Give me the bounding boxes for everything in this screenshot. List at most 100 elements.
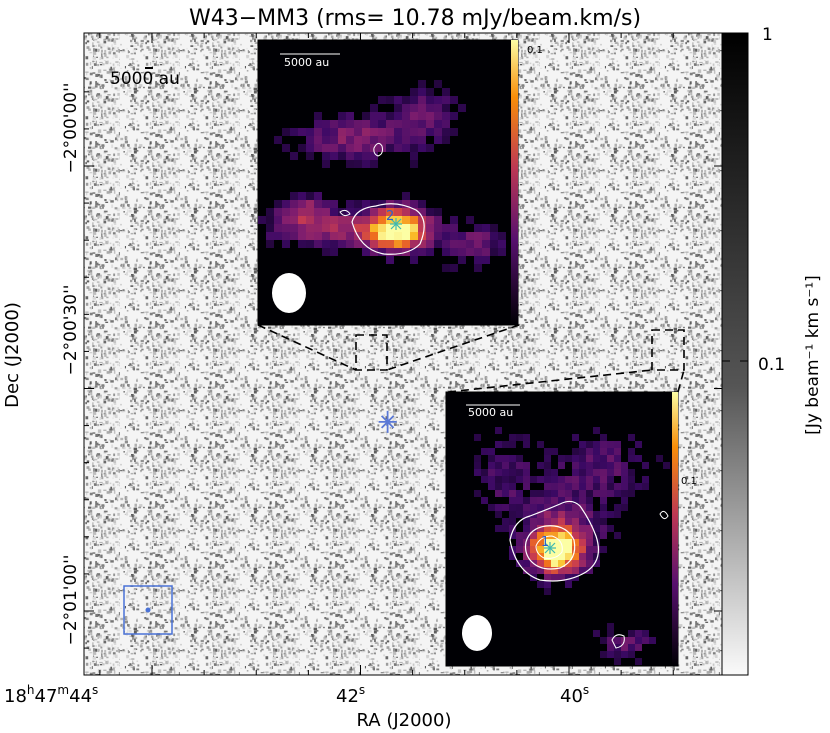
inset2-pixel — [370, 136, 378, 144]
inset1-pixel — [551, 511, 558, 518]
inset1-pixel — [614, 651, 621, 658]
inset1-pixel — [614, 637, 621, 644]
inset1-pixel — [607, 637, 614, 644]
inset1-pixel — [586, 441, 593, 448]
inset1-pixel — [537, 581, 544, 588]
inset1-pixel — [607, 511, 614, 518]
inset2-pixel — [410, 200, 418, 208]
inset1-pixel — [488, 455, 495, 462]
inset2-pixel — [442, 240, 450, 248]
inset1-pixel — [551, 469, 558, 476]
inset2-pixel — [434, 112, 442, 120]
inset1-pixel — [530, 504, 537, 511]
inset1-pixel — [600, 546, 607, 553]
inset2-pixel — [266, 224, 274, 232]
inset1-pixel — [586, 532, 593, 539]
inset1-contour-outer — [509, 500, 599, 582]
inset2-pixel — [322, 120, 330, 128]
inset2-pixel — [338, 120, 346, 128]
inset2-pixel — [434, 216, 442, 224]
inset1-pixel — [558, 504, 565, 511]
inset1-pixel — [586, 539, 593, 546]
inset1-pixel — [537, 553, 544, 560]
inset1-pixel — [523, 476, 530, 483]
inset2-pixel — [410, 248, 418, 256]
inset2-pixel — [378, 240, 386, 248]
inset2-pixel — [322, 136, 330, 144]
inset2-pixel — [378, 128, 386, 136]
inset2-pixel — [330, 216, 338, 224]
inset1-pixel — [523, 532, 530, 539]
inset1-pixel — [509, 490, 516, 497]
inset1-pixel — [495, 483, 502, 490]
inset2-pixel — [298, 224, 306, 232]
inset1-pixel — [614, 441, 621, 448]
inset1-pixel — [558, 532, 565, 539]
inset2-pixel — [306, 240, 314, 248]
inset1-pixel — [516, 532, 523, 539]
inset2-pixel — [466, 248, 474, 256]
colorbar-tick-0.1: 0.1 — [758, 355, 785, 375]
inset1-pixel — [628, 630, 635, 637]
inset1-pixel — [642, 483, 649, 490]
inset2-contour-outer — [351, 203, 425, 255]
inset2-pixel — [402, 208, 410, 216]
inset2-pixel — [402, 128, 410, 136]
inset1-pixel — [565, 483, 572, 490]
inset2-pixel — [434, 128, 442, 136]
inset2-pixel — [410, 160, 418, 168]
inset1-pixel — [600, 518, 607, 525]
inset2-pixel — [442, 96, 450, 104]
inset2-pixel — [362, 144, 370, 152]
inset1-pixel — [537, 546, 544, 553]
inset2-pixel — [418, 120, 426, 128]
source-cross-1 — [378, 410, 397, 433]
inset2-pixel — [474, 224, 482, 232]
inset1-pixel — [621, 497, 628, 504]
inset2-pixel — [362, 208, 370, 216]
inset1-pixel — [628, 651, 635, 658]
inset2-pixel — [442, 128, 450, 136]
inset2-colorbar — [511, 40, 518, 325]
inset1-source-cross — [544, 542, 556, 554]
inset2-pixel — [410, 128, 418, 136]
inset1-pixel — [579, 560, 586, 567]
inset2-pixel — [266, 216, 274, 224]
inset2-pixel — [434, 120, 442, 128]
inset1-pixel — [579, 476, 586, 483]
inset1-pixel — [607, 623, 614, 630]
inset2-pixel — [442, 136, 450, 144]
inset2-pixel — [306, 224, 314, 232]
inset1-source-label: 1 — [541, 535, 549, 550]
inset1-pixel — [565, 511, 572, 518]
inset1-pixel — [544, 546, 551, 553]
inset1-pixel — [481, 448, 488, 455]
inset1-pixel — [516, 490, 523, 497]
inset2-pixel — [474, 264, 482, 272]
inset2-pixel — [442, 224, 450, 232]
x-tick-label-0: 18h47m44s — [4, 683, 98, 707]
inset1-pixel — [607, 490, 614, 497]
inset1-pixel — [565, 546, 572, 553]
inset2-pixel — [314, 112, 322, 120]
inset1-pixel — [558, 560, 565, 567]
inset1-pixel — [607, 630, 614, 637]
inset2-pixel — [362, 152, 370, 160]
inset1-pixel — [572, 476, 579, 483]
inset2-pixel — [474, 248, 482, 256]
inset1-pixel — [537, 539, 544, 546]
inset2-pixel — [410, 88, 418, 96]
inset1-pixel — [509, 525, 516, 532]
inset1-pixel — [593, 532, 600, 539]
inset1-pixel — [586, 469, 593, 476]
inset2-pixel — [458, 248, 466, 256]
inset1-pixel — [544, 532, 551, 539]
inset2-pixel — [482, 248, 490, 256]
inset1-contour-mid — [524, 525, 576, 570]
inset2-pixel — [418, 232, 426, 240]
inset2-pixel — [442, 248, 450, 256]
inset2-pixel — [354, 216, 362, 224]
inset2-pixel — [434, 136, 442, 144]
inset2-pixel — [378, 248, 386, 256]
inset1-pixel — [488, 469, 495, 476]
